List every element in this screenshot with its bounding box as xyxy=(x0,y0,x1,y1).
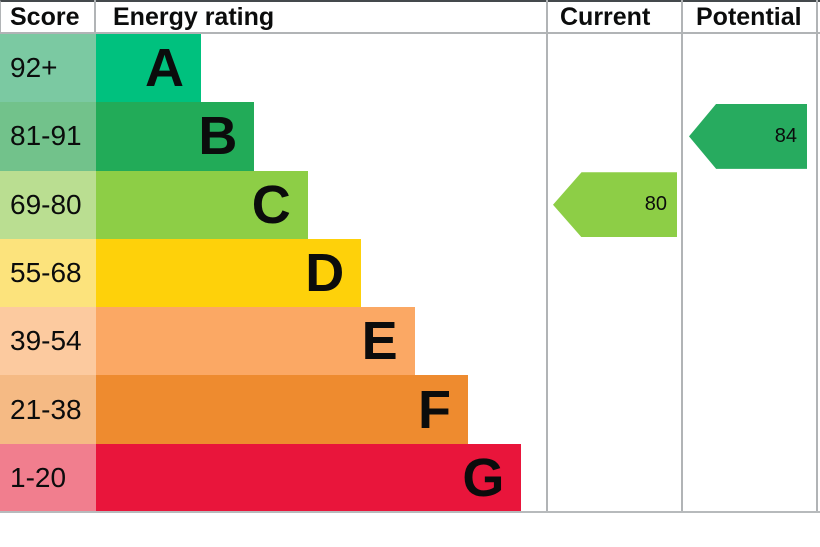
table-right-border xyxy=(816,0,818,512)
band-row: 81-91 B xyxy=(0,102,820,171)
band-bar: A xyxy=(96,34,201,103)
band-score-range: 1-20 xyxy=(0,443,96,512)
band-letter: A xyxy=(145,38,184,99)
band-letter: G xyxy=(462,447,505,508)
band-score-range: 55-68 xyxy=(0,238,96,308)
potential-rating-value: 84 xyxy=(774,124,797,147)
header-potential: Potential xyxy=(696,2,802,31)
divider-potential-column xyxy=(681,0,683,512)
band-score-range: 39-54 xyxy=(0,307,96,376)
band-score-range: 92+ xyxy=(0,34,96,103)
band-row: 1-20 G xyxy=(0,443,820,512)
band-row: 55-68 D xyxy=(0,238,820,308)
band-letter: C xyxy=(251,174,291,235)
band-letter: B xyxy=(198,106,238,167)
potential-rating-arrow: 84 xyxy=(689,103,807,169)
band-bar: E xyxy=(96,307,415,376)
current-rating-value: 80 xyxy=(644,193,667,216)
band-score-range: 69-80 xyxy=(0,170,96,239)
band-score-range: 21-38 xyxy=(0,375,96,444)
band-letter: E xyxy=(361,311,398,372)
band-row: 69-80 C xyxy=(0,170,820,239)
divider-current-column xyxy=(546,0,548,512)
band-row: 39-54 E xyxy=(0,307,820,376)
band-bar: G xyxy=(96,443,522,512)
chart-header: Score Energy rating Current Potential xyxy=(0,0,820,34)
band-row: 21-38 F xyxy=(0,375,820,444)
header-current: Current xyxy=(560,2,651,31)
band-bar: F xyxy=(96,375,468,444)
band-letter: D xyxy=(305,242,345,303)
band-score-range: 81-91 xyxy=(0,102,96,171)
band-bar: B xyxy=(96,102,255,171)
band-rows: 92+ A 81-91 B 69-80 C 55-68 D 39-54 xyxy=(0,34,820,512)
divider-score-rating xyxy=(94,0,96,34)
header-energy-rating: Energy rating xyxy=(113,2,275,31)
band-bar: D xyxy=(96,238,362,308)
header-score: Score xyxy=(10,2,80,31)
band-letter: F xyxy=(418,379,451,440)
band-bar: C xyxy=(96,170,308,239)
table-bottom-border xyxy=(0,511,820,513)
current-rating-arrow: 80 xyxy=(553,172,677,238)
band-row: 92+ A xyxy=(0,34,820,103)
